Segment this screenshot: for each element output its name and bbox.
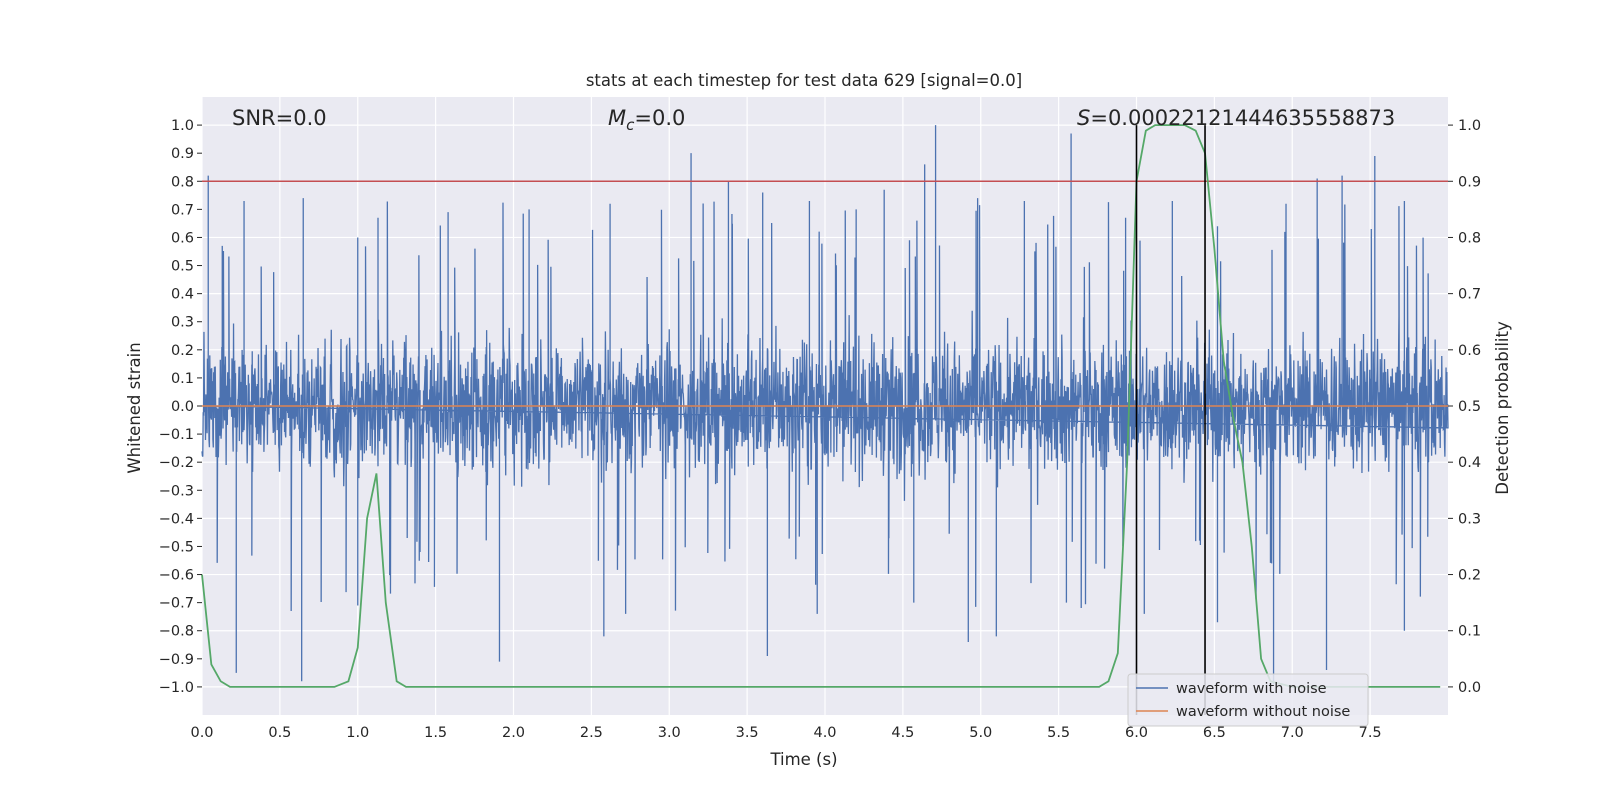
s-annotation: S=0.00022121444635558873 [1077,106,1395,130]
y-tick-label-left: 0.1 [171,371,194,387]
y-tick-label-right: 1.0 [1458,118,1481,134]
y-tick-label-left: −0.9 [159,652,194,668]
x-tick-label: 2.5 [580,725,603,741]
x-axis-label: Time (s) [769,750,837,769]
y-axis-label-right: Detection probability [1493,321,1512,495]
y-tick-label-left: −0.7 [159,596,194,612]
series-detection-probability [201,124,1441,688]
y-tick-label-right: 0.5 [1458,399,1481,415]
legend-entry-waveform-with-noise: waveform with noise [1176,681,1327,697]
y-tick-label-left: −0.1 [159,427,194,443]
y-tick-label-left: 0.7 [171,202,194,218]
s-symbol: S [1077,106,1090,130]
y-axis-label-left: Whitened strain [125,342,144,473]
snr-annotation: SNR=0.0 [232,106,327,130]
s-value: =0.00022121444635558873 [1090,106,1395,130]
y-tick-label-left: −1.0 [159,680,194,696]
y-tick-label-left: −0.3 [159,483,194,499]
y-tick-label-left: 0.2 [171,343,194,359]
y-tick-label-left: −0.2 [159,455,194,471]
chart-title: stats at each timestep for test data 629… [586,71,1022,90]
y-tick-label-left: 0.4 [171,287,194,303]
y-tick-label-left: 0.5 [171,259,194,275]
mc-value: =0.0 [634,106,685,130]
plot-area [201,97,1449,715]
x-tick-label: 0.5 [268,725,291,741]
mc-subscript: c [626,116,635,134]
legend-box [1127,673,1369,727]
y-tick-label-left: 0.9 [171,146,194,162]
y-tick-label-right: 0.1 [1458,624,1481,640]
y-tick-label-left: −0.6 [159,568,194,584]
y-tick-label-left: 0.6 [171,230,194,246]
y-tick-label-right: 0.8 [1458,230,1481,246]
x-tick-label: 1.0 [346,725,369,741]
x-tick-label: 6.5 [1203,725,1226,741]
y-tick-label-right: 0.2 [1458,568,1481,584]
x-tick-label: 3.0 [658,725,681,741]
x-tick-label: 2.0 [502,725,525,741]
y-tick-label-left: −0.4 [159,511,194,527]
legend: waveform with noise waveform without noi… [1127,673,1369,727]
y-tick-label-left: 0.3 [171,315,194,331]
x-tick-label: 4.5 [891,725,914,741]
y-tick-label-right: 0.0 [1458,680,1481,696]
y-tick-label-right: 0.6 [1458,343,1481,359]
y-tick-label-left: −0.8 [159,624,194,640]
x-tick-label: 5.0 [969,725,992,741]
mc-annotation: Mc=0.0 [608,106,685,134]
y-tick-label-left: 0.8 [171,174,194,190]
y-tick-label-left: 0.0 [171,399,194,415]
y-tick-label-right: 0.7 [1458,287,1481,303]
x-tick-label: 6.0 [1125,725,1148,741]
series-waveform-with-noise [201,125,1449,685]
y-tick-label-left: −0.5 [159,539,194,555]
x-tick-label: 7.0 [1281,725,1304,741]
legend-entry-waveform-without-noise: waveform without noise [1176,704,1350,720]
y-tick-label-left: 1.0 [171,118,194,134]
y-tick-label-right: 0.4 [1458,455,1481,471]
x-tick-label: 0.0 [190,725,213,741]
mc-symbol: M [608,106,626,130]
x-tick-label: 7.5 [1359,725,1382,741]
x-tick-label: 5.5 [1047,725,1070,741]
x-tick-label: 4.0 [813,725,836,741]
x-tick-label: 3.5 [736,725,759,741]
y-tick-label-right: 0.3 [1458,511,1481,527]
x-tick-label: 1.5 [424,725,447,741]
y-tick-label-right: 0.9 [1458,174,1481,190]
